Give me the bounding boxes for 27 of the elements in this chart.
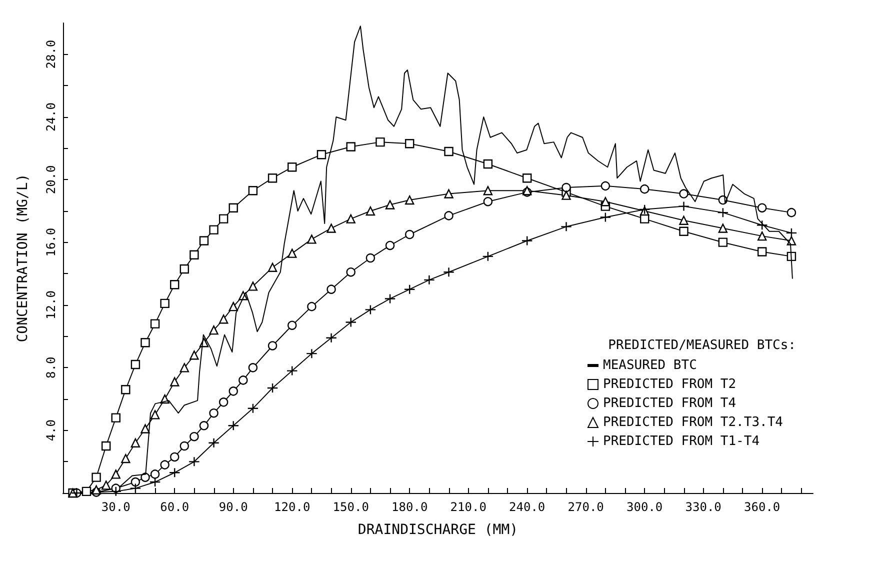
y-tick-label: 20.0 bbox=[44, 165, 58, 194]
x-tick-label: 180.0 bbox=[392, 500, 428, 514]
x-tick-label: 300.0 bbox=[626, 500, 663, 514]
legend-label: PREDICTED FROM T2 bbox=[602, 377, 736, 392]
legend-label: PREDICTED FROM T4 bbox=[602, 396, 736, 411]
legend-label: PREDICTED FROM T1-T4 bbox=[602, 434, 760, 449]
y-tick-label: 16.0 bbox=[44, 228, 58, 257]
x-tick-label: 150.0 bbox=[332, 500, 369, 514]
x-tick-label: 60.0 bbox=[160, 500, 190, 514]
x-tick-label: 270.0 bbox=[568, 500, 604, 514]
legend-title: PREDICTED/MEASURED BTCs: bbox=[608, 338, 796, 353]
x-tick-label: 360.0 bbox=[744, 500, 780, 514]
y-tick-label: 8.0 bbox=[44, 356, 58, 379]
x-tick-label: 120.0 bbox=[274, 500, 310, 514]
y-tick-label: 28.0 bbox=[44, 40, 58, 69]
y-axis-title: CONCENTRATION (MG/L) bbox=[15, 174, 31, 342]
legend-label: MEASURED BTC bbox=[602, 358, 697, 373]
y-tick-label: 4.0 bbox=[44, 419, 58, 442]
x-axis-title: DRAINDISCHARGE (MM) bbox=[358, 522, 518, 538]
x-tick-label: 240.0 bbox=[509, 500, 546, 514]
x-tick-label: 330.0 bbox=[685, 500, 722, 514]
x-tick-label: 30.0 bbox=[101, 500, 130, 514]
x-tick-label: 90.0 bbox=[218, 500, 248, 514]
y-tick-label: 24.0 bbox=[44, 102, 58, 132]
x-tick-label: 210.0 bbox=[450, 500, 486, 514]
legend-label: PREDICTED FROM T2.T3.T4 bbox=[602, 415, 784, 430]
y-tick-label: 12.0 bbox=[44, 290, 58, 320]
